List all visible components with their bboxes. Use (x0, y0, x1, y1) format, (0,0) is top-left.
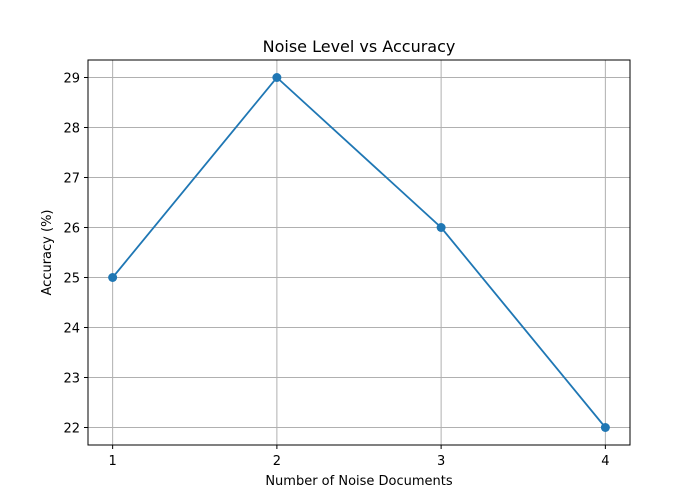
x-tick-label: 4 (601, 454, 609, 469)
x-axis-ticks: 1 2 3 4 (108, 445, 610, 469)
y-tick-label: 22 (63, 422, 80, 437)
x-tick-label: 2 (273, 454, 281, 469)
y-tick-label: 27 (63, 172, 80, 187)
axes-frame (87, 59, 631, 446)
y-axis-label: Accuracy (%) (40, 210, 55, 296)
y-tick-label: 25 (63, 272, 80, 287)
data-point (600, 423, 610, 432)
series-markers (108, 73, 610, 432)
data-point (108, 273, 118, 282)
y-tick-label: 29 (63, 72, 80, 87)
x-tick-label: 3 (437, 454, 445, 469)
y-tick-label: 23 (63, 372, 80, 387)
series-line (111, 76, 607, 429)
y-tick-label: 28 (63, 122, 80, 137)
y-axis-ticks: 22 23 24 25 26 27 28 29 (63, 72, 88, 437)
data-point (272, 73, 282, 82)
series-lines (111, 76, 607, 429)
chart-title: Noise Level vs Accuracy (263, 37, 456, 56)
x-tick-label: 1 (108, 454, 116, 469)
y-tick-label: 24 (63, 322, 80, 337)
y-tick-label: 26 (63, 222, 80, 237)
x-axis-label: Number of Noise Documents (265, 474, 453, 489)
grid-lines (88, 60, 630, 445)
data-point (436, 223, 446, 232)
